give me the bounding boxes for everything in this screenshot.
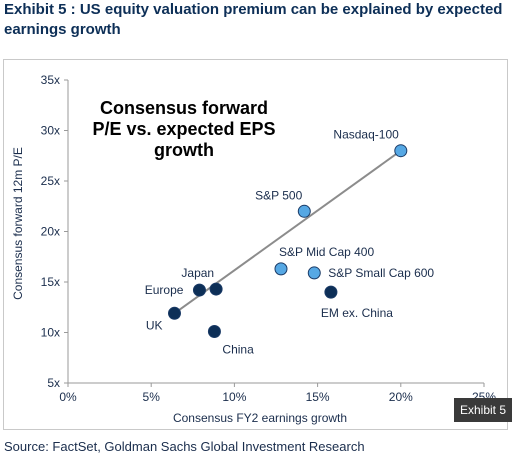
y-tick-label: 5x — [47, 376, 60, 390]
data-point — [394, 144, 408, 158]
data-point — [207, 324, 221, 338]
y-tick-label: 35x — [41, 73, 60, 87]
y-axis-label: Consensus forward 12m P/E — [11, 147, 25, 300]
data-label: EM ex. China — [321, 306, 393, 320]
x-tick-label: 5% — [143, 390, 161, 404]
x-axis-label: Consensus FY2 earnings growth — [173, 411, 347, 425]
data-point — [274, 262, 288, 276]
data-label: S&P 500 — [255, 188, 302, 202]
y-tick-label: 15x — [41, 275, 60, 289]
source-note: Source: FactSet, Goldman Sachs Global In… — [4, 439, 365, 454]
data-point — [307, 266, 321, 280]
x-tick-label: 10% — [222, 390, 246, 404]
chart-title-line: Consensus forward — [100, 98, 268, 118]
data-label: China — [222, 342, 254, 356]
data-label: S&P Small Cap 600 — [328, 266, 434, 280]
exhibit-tag: Exhibit 5 — [454, 398, 512, 422]
x-tick-label: 15% — [306, 390, 330, 404]
data-points — [167, 144, 408, 338]
chart-title-line: P/E vs. expected EPS — [92, 119, 275, 139]
data-point — [167, 306, 181, 320]
x-tick-label: 0% — [59, 390, 77, 404]
y-tick-label: 20x — [41, 225, 60, 239]
data-label: Europe — [145, 283, 184, 297]
y-tick-label: 10x — [41, 326, 60, 340]
data-point — [297, 204, 311, 218]
data-point — [324, 285, 338, 299]
x-tick-label: 20% — [389, 390, 413, 404]
data-label: S&P Mid Cap 400 — [279, 245, 374, 259]
chart-frame — [3, 59, 508, 430]
point-labels: Nasdaq-100 S&P 500 S&P Mid Cap 400 S&P Smal… — [145, 128, 435, 357]
trendline — [173, 149, 402, 315]
data-label: Nasdaq-100 — [333, 128, 399, 142]
y-tick-label: 30x — [41, 124, 60, 138]
y-tick-label: 25x — [41, 174, 60, 188]
exhibit-title: Exhibit 5 : US equity valuation premium … — [4, 1, 503, 38]
data-label: UK — [146, 318, 163, 332]
chart-title-line: growth — [154, 140, 214, 160]
data-point — [192, 283, 206, 297]
trendline-group — [173, 149, 402, 315]
data-point — [209, 282, 223, 296]
data-label: Japan — [181, 266, 214, 280]
